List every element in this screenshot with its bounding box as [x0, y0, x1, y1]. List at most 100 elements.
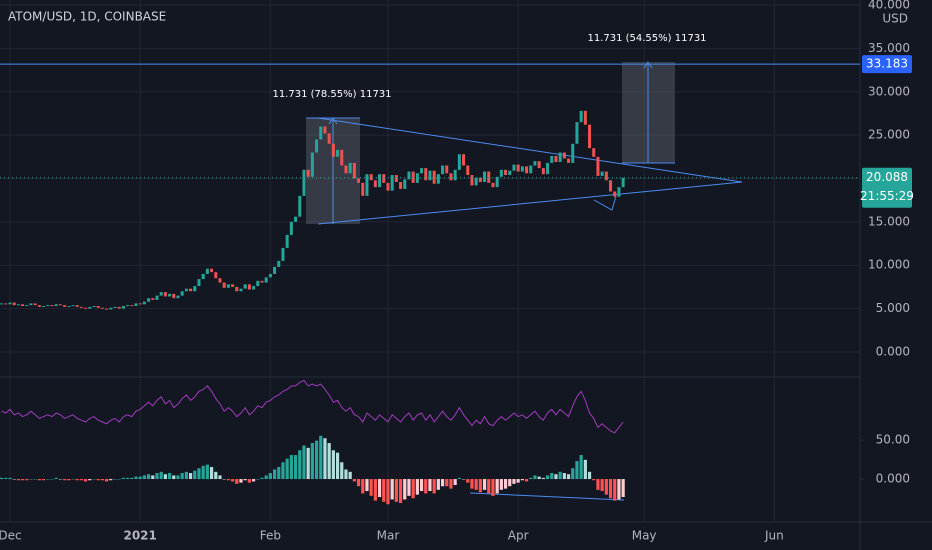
histogram-bar — [587, 471, 592, 480]
candle — [134, 303, 138, 307]
countdown: 21:55:29 — [860, 189, 914, 203]
candle — [546, 162, 550, 175]
histogram-bar — [159, 471, 163, 480]
candle — [529, 165, 533, 174]
histogram-bar — [361, 479, 365, 494]
candle — [281, 247, 285, 261]
histogram-bar — [470, 479, 474, 489]
candle — [247, 284, 251, 290]
candle — [449, 173, 453, 181]
candle — [336, 149, 340, 157]
candle — [579, 110, 583, 123]
candle — [126, 305, 130, 307]
histogram-bar — [592, 479, 596, 481]
candle — [50, 305, 54, 307]
histogram-bar — [453, 479, 457, 486]
histogram-bar — [205, 464, 209, 480]
candle — [319, 126, 323, 140]
candle — [415, 173, 419, 183]
x-tick-label: May — [632, 529, 657, 543]
histogram-bar — [516, 479, 520, 483]
candle — [525, 166, 529, 174]
histogram-bar — [323, 438, 327, 480]
histogram-bar — [566, 474, 571, 480]
histogram-bar — [608, 479, 613, 499]
histogram-bar — [125, 477, 130, 480]
y-tick-label: 25.000 — [868, 128, 910, 142]
candle — [210, 268, 214, 273]
rsi-line — [1, 379, 624, 434]
price-label: 20.088 — [866, 170, 908, 184]
candle — [357, 178, 361, 183]
grid — [0, 0, 864, 522]
histogram-bar — [428, 479, 432, 492]
histogram-bar — [382, 479, 386, 502]
y-tick-label: 5.000 — [876, 301, 910, 315]
candle — [432, 170, 436, 184]
candle — [25, 305, 29, 307]
histogram-bar — [407, 479, 411, 496]
histogram-bar — [247, 479, 251, 483]
candle — [386, 182, 390, 191]
candle — [256, 280, 260, 287]
candle — [151, 298, 155, 300]
candle — [54, 304, 58, 307]
candle — [67, 306, 71, 308]
histogram-bar — [558, 471, 562, 480]
candle — [294, 216, 298, 222]
candle — [483, 171, 487, 182]
histogram-bar — [541, 477, 545, 480]
candle — [176, 295, 180, 299]
histogram-bar — [520, 479, 524, 481]
histogram-bar — [62, 479, 67, 481]
candle — [315, 139, 319, 153]
histogram-bar — [457, 477, 461, 480]
histogram-bar — [289, 455, 293, 480]
histogram-bar — [235, 479, 239, 484]
histogram-bar — [79, 479, 83, 481]
candle — [541, 168, 545, 175]
histogram-bar — [226, 479, 230, 481]
candle — [33, 303, 37, 306]
candle — [117, 306, 121, 309]
candle — [592, 148, 596, 157]
candle — [369, 174, 373, 181]
candle — [264, 277, 268, 283]
candle — [218, 278, 222, 283]
histogram-bar — [369, 479, 373, 496]
histogram-bar — [134, 476, 138, 480]
candle — [512, 164, 516, 171]
histogram-bar — [109, 479, 113, 481]
histogram-bar — [92, 479, 96, 480]
candle — [75, 305, 79, 307]
candle — [163, 292, 167, 297]
histogram-bar — [613, 479, 617, 501]
candle — [562, 152, 566, 159]
histogram-bar — [50, 479, 54, 480]
candle — [331, 143, 335, 157]
candle — [205, 268, 209, 274]
candle — [558, 152, 562, 163]
histogram-bar — [466, 479, 470, 483]
price-label-box — [862, 167, 912, 208]
candle — [508, 170, 512, 176]
histogram-bar — [29, 479, 33, 480]
histogram-bar — [33, 479, 37, 480]
candle — [235, 286, 239, 292]
histogram-bar — [155, 473, 159, 480]
candle — [130, 305, 134, 307]
candle — [147, 298, 151, 302]
histogram-bar — [113, 479, 117, 480]
histogram-bar — [537, 476, 541, 480]
histogram-bar — [314, 440, 319, 480]
candle — [21, 304, 25, 307]
histogram-bar — [596, 479, 600, 490]
candle — [138, 303, 142, 305]
histogram-bar — [449, 479, 453, 489]
candle — [567, 158, 571, 163]
histogram-bar — [550, 473, 554, 480]
candle — [226, 284, 230, 288]
candle — [617, 187, 621, 197]
candle — [184, 288, 188, 292]
triangle-pattern — [317, 117, 743, 225]
